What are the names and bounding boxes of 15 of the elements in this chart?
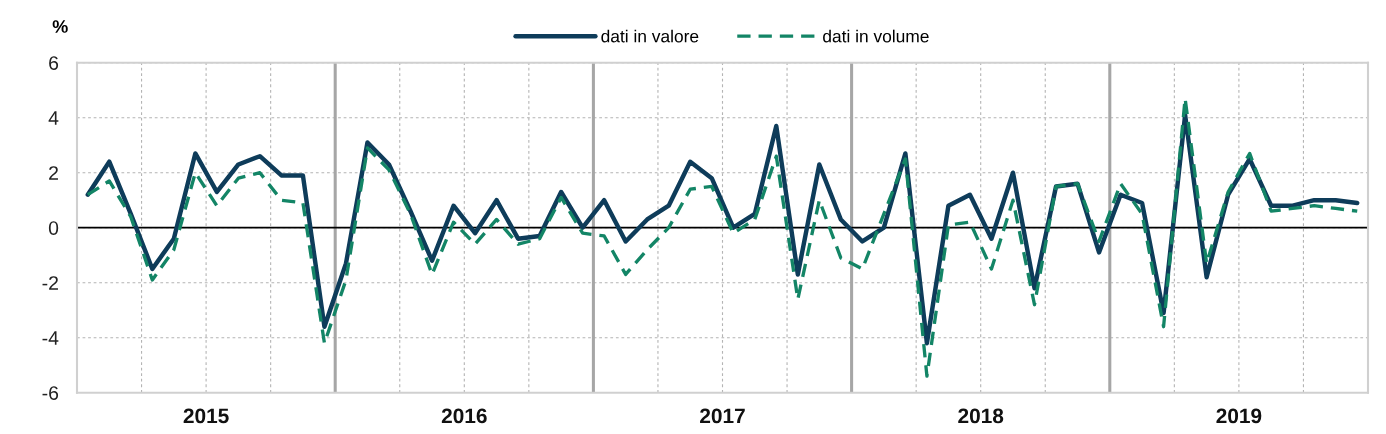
legend-label: dati in volume [823,29,929,43]
y-axis-title: % [52,20,68,33]
y-tick-label: 4 [48,111,59,125]
y-tick-label: 0 [48,221,59,235]
y-tick-label: -2 [42,276,58,290]
y-tick-label: -4 [42,331,59,345]
x-tick-label: 2016 [441,408,487,424]
y-tick-label: 6 [49,56,59,70]
y-tick-label: 2 [49,166,58,180]
x-tick-label: 2017 [700,408,745,424]
legend-label: dati in valore [601,29,699,43]
x-tick-label: 2015 [183,408,229,424]
x-tick-label: 2019 [1216,408,1262,424]
y-tick-label: -6 [42,386,59,400]
x-tick-label: 2018 [958,408,1004,424]
